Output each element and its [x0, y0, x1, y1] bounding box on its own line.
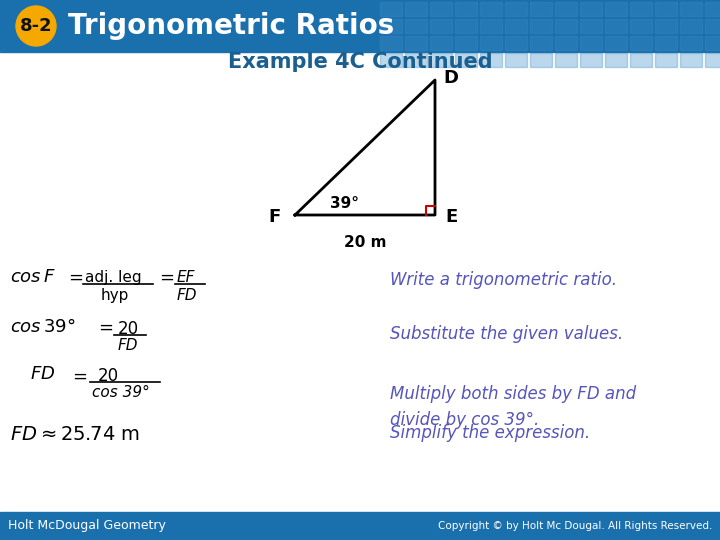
Bar	[555, 53, 577, 67]
Bar	[530, 19, 552, 33]
Text: =: =	[68, 269, 83, 287]
Text: 20: 20	[118, 320, 139, 338]
Bar	[405, 2, 427, 16]
Bar	[680, 36, 702, 50]
Bar	[0, 512, 720, 540]
Text: Copyright © by Holt Mc Dougal. All Rights Reserved.: Copyright © by Holt Mc Dougal. All Right…	[438, 521, 712, 531]
Bar	[705, 19, 720, 33]
Text: Trigonometric Ratios: Trigonometric Ratios	[68, 12, 395, 40]
Text: $\mathit{FD} \approx 25.74\ \mathrm{m}$: $\mathit{FD} \approx 25.74\ \mathrm{m}$	[10, 425, 140, 444]
Bar	[380, 36, 402, 50]
Bar	[605, 53, 627, 67]
Text: cos 39°: cos 39°	[92, 385, 150, 400]
Bar	[680, 53, 702, 67]
Bar	[430, 53, 452, 67]
Bar	[580, 53, 602, 67]
Text: hyp: hyp	[101, 288, 130, 303]
Bar	[555, 36, 577, 50]
Bar	[405, 53, 427, 67]
Bar	[605, 19, 627, 33]
Bar	[630, 36, 652, 50]
Bar	[705, 2, 720, 16]
Bar	[555, 2, 577, 16]
Text: 20 m: 20 m	[343, 235, 386, 250]
Bar	[580, 2, 602, 16]
Bar	[630, 19, 652, 33]
Bar	[505, 53, 527, 67]
Text: Substitute the given values.: Substitute the given values.	[390, 325, 623, 343]
Bar	[0, 0, 720, 52]
Text: F: F	[269, 208, 281, 226]
Bar	[655, 53, 677, 67]
Bar	[455, 36, 477, 50]
Circle shape	[16, 6, 56, 46]
Bar	[505, 19, 527, 33]
Text: Example 4C Continued: Example 4C Continued	[228, 52, 492, 72]
Bar	[705, 53, 720, 67]
Bar	[530, 36, 552, 50]
Bar	[480, 19, 502, 33]
Text: =: =	[98, 319, 113, 337]
Bar	[680, 19, 702, 33]
Text: Multiply both sides by FD and
divide by cos 39°.: Multiply both sides by FD and divide by …	[390, 385, 636, 429]
Bar	[580, 36, 602, 50]
Bar	[430, 19, 452, 33]
Bar	[530, 53, 552, 67]
Text: FD: FD	[177, 288, 197, 303]
Bar	[655, 2, 677, 16]
Text: FD: FD	[118, 338, 138, 353]
Bar	[405, 36, 427, 50]
Bar	[630, 53, 652, 67]
Text: 39°: 39°	[330, 195, 359, 211]
Bar	[605, 2, 627, 16]
Bar	[480, 53, 502, 67]
Text: D: D	[443, 69, 458, 87]
Bar	[505, 2, 527, 16]
Bar	[380, 19, 402, 33]
Bar	[480, 2, 502, 16]
Text: =: =	[72, 368, 87, 386]
Bar	[705, 36, 720, 50]
Text: 20: 20	[98, 367, 119, 385]
Text: 8-2: 8-2	[19, 17, 53, 35]
Bar	[630, 2, 652, 16]
Bar	[480, 36, 502, 50]
Bar	[430, 36, 452, 50]
Bar	[680, 2, 702, 16]
Bar	[455, 53, 477, 67]
Bar	[530, 2, 552, 16]
Text: Write a trigonometric ratio.: Write a trigonometric ratio.	[390, 271, 617, 289]
Text: $\mathit{FD}$: $\mathit{FD}$	[30, 365, 55, 383]
Bar	[655, 36, 677, 50]
Bar	[580, 19, 602, 33]
Text: $\mathit{cos\,F}$: $\mathit{cos\,F}$	[10, 268, 55, 286]
Bar	[605, 36, 627, 50]
Bar	[430, 2, 452, 16]
Text: EF: EF	[177, 270, 195, 285]
Bar	[505, 36, 527, 50]
Text: =: =	[159, 269, 174, 287]
Bar	[380, 53, 402, 67]
Bar	[455, 19, 477, 33]
Text: $\mathit{cos\,39°}$: $\mathit{cos\,39°}$	[10, 318, 76, 336]
Bar	[405, 19, 427, 33]
Text: Simplify the expression.: Simplify the expression.	[390, 424, 590, 442]
Text: E: E	[445, 208, 457, 226]
Text: Holt McDougal Geometry: Holt McDougal Geometry	[8, 519, 166, 532]
Text: adj. leg: adj. leg	[85, 270, 142, 285]
Bar	[655, 19, 677, 33]
Bar	[380, 2, 402, 16]
Bar	[455, 2, 477, 16]
Bar	[555, 19, 577, 33]
